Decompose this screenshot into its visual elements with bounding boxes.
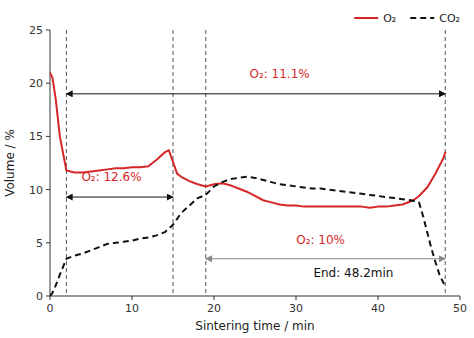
annotation: O₂: 12.6% <box>81 170 141 184</box>
legend-label: O₂ <box>383 12 396 25</box>
chart: 0 10 20 30 40 50 0 5 10 15 20 25 Sintering time / mi… <box>0 0 474 338</box>
y-tick-label: 15 <box>29 130 43 143</box>
legend-swatch <box>354 17 378 19</box>
x-tick <box>460 296 461 300</box>
x-axis-line <box>50 296 460 297</box>
x-tick <box>296 296 297 300</box>
y-tick <box>46 83 50 84</box>
legend-swatch <box>410 17 434 19</box>
span-arrow <box>206 258 445 259</box>
x-tick-label: 20 <box>207 302 221 315</box>
y-tick <box>46 189 50 190</box>
y-tick <box>46 136 50 137</box>
y-axis-label: Volume / % <box>3 129 17 197</box>
vertical-line <box>66 30 67 296</box>
y-tick-label: 25 <box>29 24 43 37</box>
x-tick <box>132 296 133 300</box>
plot-area <box>50 30 445 296</box>
y-tick <box>46 242 50 243</box>
x-tick-label: 30 <box>289 302 303 315</box>
x-tick-label: 40 <box>371 302 385 315</box>
x-axis-label: Sintering time / min <box>195 319 314 333</box>
series-line <box>50 177 445 296</box>
vertical-line <box>445 30 446 296</box>
series-line <box>50 73 445 208</box>
legend-label: CO₂ <box>439 12 460 25</box>
x-tick <box>50 296 51 300</box>
vertical-line <box>205 30 206 296</box>
x-tick <box>378 296 379 300</box>
legend: O₂ CO₂ <box>354 12 460 25</box>
y-tick <box>46 30 50 31</box>
x-tick-label: 0 <box>47 302 54 315</box>
annotation: O₂: 11.1% <box>249 67 309 81</box>
y-axis-line <box>50 30 51 296</box>
y-tick-label: 0 <box>36 290 43 303</box>
y-tick-label: 10 <box>29 184 43 197</box>
x-tick-label: 50 <box>453 302 467 315</box>
annotation: O₂: 10% <box>296 233 345 247</box>
annotation: End: 48.2min <box>313 266 393 280</box>
span-arrow <box>66 197 173 198</box>
x-tick <box>214 296 215 300</box>
y-tick-label: 5 <box>36 237 43 250</box>
y-tick-label: 20 <box>29 77 43 90</box>
y-tick <box>46 296 50 297</box>
x-tick-label: 10 <box>125 302 139 315</box>
span-arrow <box>66 93 445 94</box>
